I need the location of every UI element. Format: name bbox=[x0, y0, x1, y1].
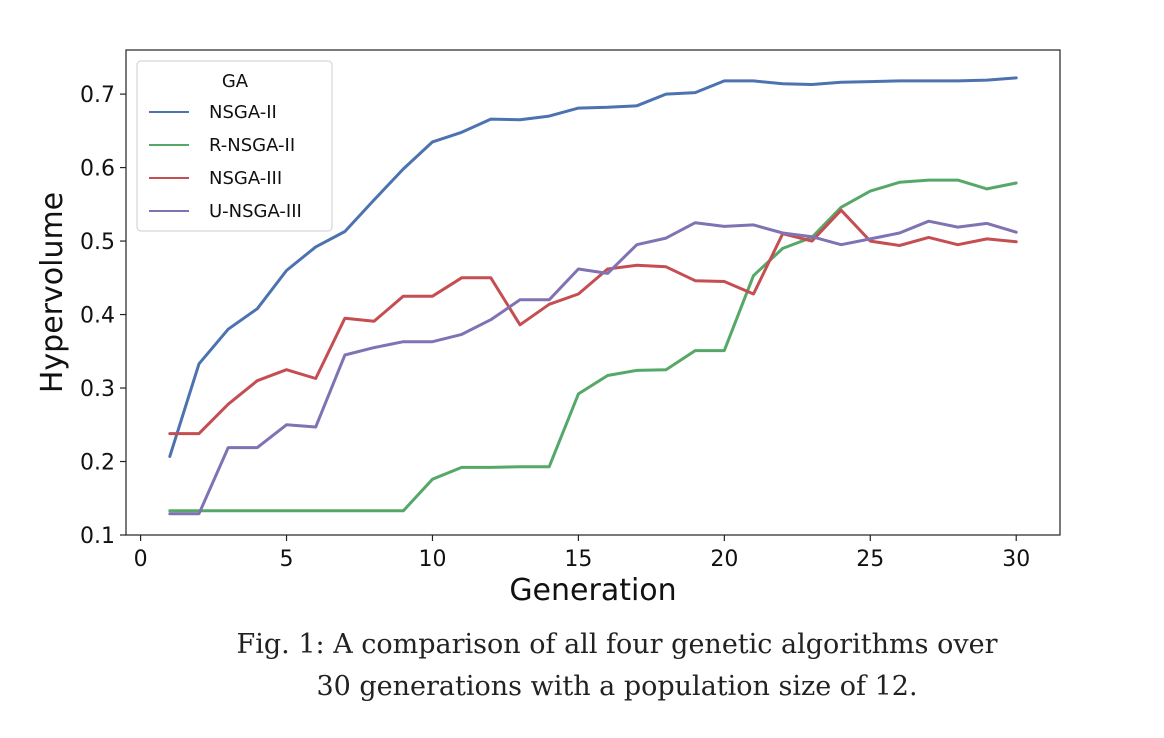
x-tick-label: 15 bbox=[564, 547, 592, 572]
y-tick-label: 0.1 bbox=[80, 524, 115, 549]
series-line-r-nsga-ii bbox=[168, 178, 1018, 513]
y-tick-label: 0.5 bbox=[80, 230, 115, 255]
legend: GA NSGA-II R-NSGA-II NSGA-III U-NSGA-III bbox=[136, 60, 333, 232]
legend-label-nsga-iii: NSGA-III bbox=[209, 168, 282, 189]
plot-frame bbox=[125, 49, 1061, 536]
legend-title: GA bbox=[222, 71, 249, 92]
y-tick-label: 0.2 bbox=[80, 451, 115, 476]
x-axis-label: Generation bbox=[509, 573, 676, 608]
y-axis-label: Hypervolume bbox=[35, 192, 70, 393]
y-tick-label: 0.3 bbox=[80, 377, 115, 402]
legend-label-u-nsga-iii: U-NSGA-III bbox=[209, 201, 302, 222]
figure-caption-line-2: 30 generations with a population size of… bbox=[316, 671, 918, 702]
legend-label-r-nsga-ii: R-NSGA-II bbox=[209, 135, 295, 156]
series-line-nsga-iii bbox=[168, 208, 1018, 436]
x-tick-label: 0 bbox=[134, 547, 148, 572]
y-tick-label: 0.7 bbox=[80, 83, 115, 108]
legend-label-nsga-ii: NSGA-II bbox=[209, 102, 277, 123]
legend-items: NSGA-II R-NSGA-II NSGA-III U-NSGA-III bbox=[149, 102, 302, 222]
series-line-u-nsga-iii bbox=[168, 219, 1018, 516]
y-tick-label: 0.4 bbox=[80, 304, 115, 329]
y-axis: 0.1 0.2 0.3 0.4 0.5 0.6 0.7 bbox=[80, 83, 126, 549]
series-layer bbox=[168, 76, 1018, 516]
legend-box bbox=[136, 60, 333, 232]
figure-caption-line-1: Fig. 1: A comparison of all four genetic… bbox=[236, 629, 998, 660]
x-axis: 0 5 10 15 20 25 30 bbox=[134, 535, 1030, 572]
x-tick-label: 10 bbox=[418, 547, 446, 572]
x-tick-label: 30 bbox=[1002, 547, 1030, 572]
x-tick-label: 20 bbox=[710, 547, 738, 572]
x-tick-label: 25 bbox=[856, 547, 884, 572]
series-line-nsga-ii bbox=[168, 76, 1018, 458]
x-tick-label: 5 bbox=[280, 547, 294, 572]
y-tick-label: 0.6 bbox=[80, 157, 115, 182]
